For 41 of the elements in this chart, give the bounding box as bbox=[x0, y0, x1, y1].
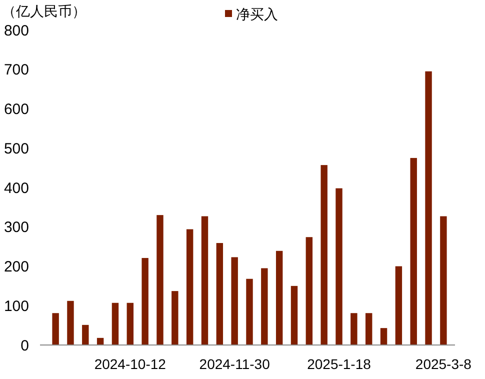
bar bbox=[186, 229, 194, 345]
x-tick-label: 2024-10-12 bbox=[94, 356, 166, 372]
bar bbox=[290, 286, 298, 345]
y-tick-label: 100 bbox=[4, 298, 29, 315]
bar bbox=[350, 313, 358, 345]
bar bbox=[276, 250, 283, 345]
y-tick-label: 200 bbox=[4, 258, 29, 276]
bar bbox=[231, 257, 238, 345]
bar bbox=[52, 313, 59, 345]
bar bbox=[380, 328, 388, 345]
bar bbox=[306, 237, 313, 345]
y-tick-label: 600 bbox=[4, 101, 29, 118]
bar bbox=[395, 266, 402, 345]
bar bbox=[246, 278, 253, 345]
bar bbox=[67, 300, 74, 345]
bar bbox=[126, 302, 134, 345]
x-tick-label: 2025-3-8 bbox=[415, 356, 472, 372]
bar bbox=[425, 71, 432, 345]
bar bbox=[216, 243, 224, 345]
y-tick-label: 700 bbox=[4, 62, 29, 79]
y-tick-label: 400 bbox=[4, 180, 29, 197]
bar bbox=[336, 188, 342, 345]
y-tick-label: 0 bbox=[20, 337, 29, 354]
bar bbox=[440, 216, 447, 345]
bar bbox=[172, 291, 178, 345]
y-axis-title: （亿人民币） bbox=[2, 3, 86, 19]
y-tick-label: 300 bbox=[4, 219, 29, 236]
bar bbox=[261, 268, 268, 345]
legend-label: 净买入 bbox=[236, 6, 278, 22]
bar bbox=[82, 324, 89, 345]
bar bbox=[142, 258, 148, 345]
bar bbox=[365, 313, 372, 345]
bar bbox=[112, 302, 119, 345]
bar bbox=[156, 215, 164, 345]
bar bbox=[410, 158, 417, 345]
x-tick-label: 2025-1-18 bbox=[307, 356, 372, 372]
y-tick-label: 500 bbox=[4, 140, 29, 158]
x-tick-label: 2024-11-30 bbox=[199, 356, 270, 372]
y-tick-label: 800 bbox=[4, 22, 29, 40]
bar bbox=[201, 216, 208, 345]
bar bbox=[320, 165, 328, 345]
